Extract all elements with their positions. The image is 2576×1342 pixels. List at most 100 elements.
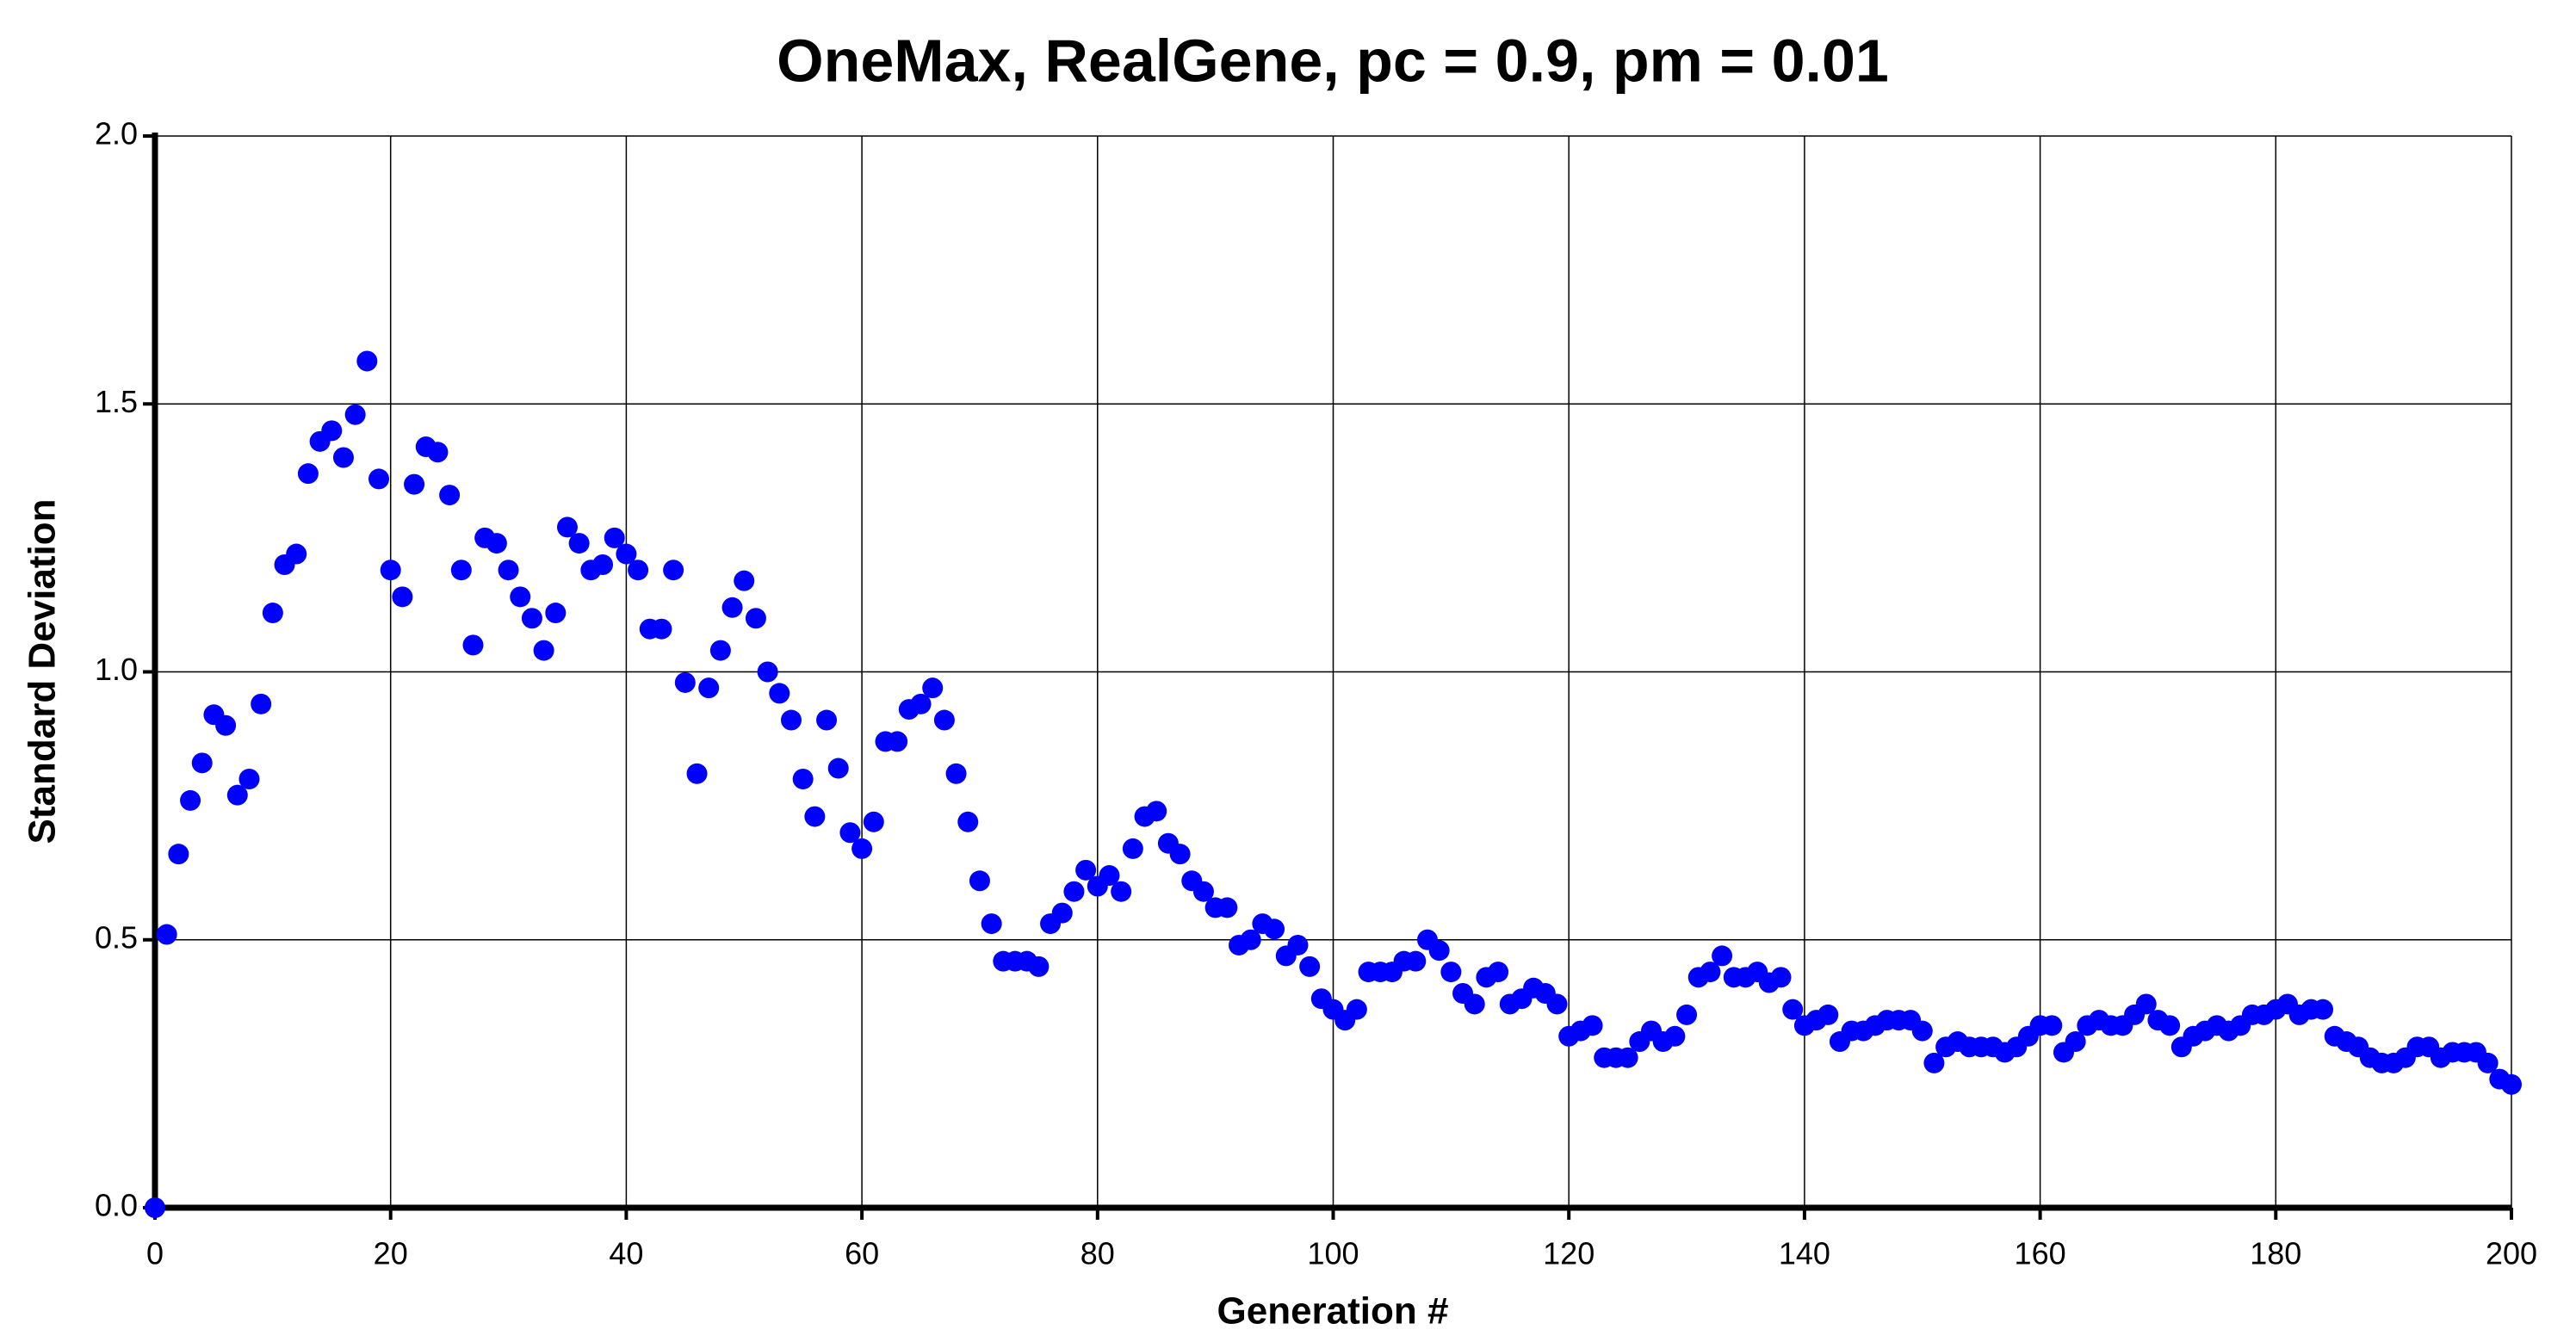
- x-tick-label: 200: [2486, 1236, 2537, 1271]
- point: [191, 752, 213, 774]
- point: [1464, 993, 1485, 1015]
- point: [2477, 1052, 2499, 1073]
- point: [698, 677, 720, 699]
- point: [981, 913, 1002, 935]
- point: [2041, 1015, 2063, 1036]
- point: [851, 838, 873, 859]
- point: [1617, 1047, 1638, 1068]
- point: [545, 603, 567, 624]
- point: [863, 811, 884, 832]
- point: [839, 822, 861, 844]
- point: [674, 671, 696, 693]
- point: [827, 758, 849, 779]
- point: [450, 560, 472, 581]
- point: [1075, 859, 1097, 881]
- point: [556, 516, 578, 538]
- y-tick-label: 1.5: [95, 384, 138, 419]
- chart-title: OneMax, RealGene, pc = 0.9, pm = 0.01: [777, 27, 1889, 94]
- point: [180, 789, 201, 811]
- point: [344, 404, 366, 425]
- point: [1099, 865, 1120, 887]
- point: [1782, 999, 1804, 1020]
- point: [628, 560, 649, 581]
- x-tick-label: 0: [146, 1236, 164, 1271]
- point: [804, 806, 826, 827]
- point: [1700, 962, 1721, 983]
- point: [1405, 950, 1427, 972]
- point: [1169, 844, 1191, 865]
- point: [922, 677, 944, 699]
- point: [1240, 929, 1261, 950]
- point: [238, 769, 260, 789]
- point: [1051, 902, 1073, 924]
- point: [969, 870, 990, 892]
- point: [663, 560, 684, 581]
- point: [1770, 967, 1792, 988]
- x-tick-label: 60: [845, 1236, 879, 1271]
- point: [910, 693, 932, 714]
- point: [498, 560, 519, 581]
- point: [945, 763, 967, 784]
- point: [734, 570, 755, 591]
- point: [2065, 1031, 2086, 1053]
- point: [1440, 962, 1462, 983]
- point: [1146, 801, 1167, 822]
- y-tick-label: 0.0: [95, 1188, 138, 1223]
- point: [297, 463, 319, 485]
- point: [380, 560, 401, 581]
- x-tick-label: 80: [1081, 1236, 1115, 1271]
- point: [286, 543, 307, 565]
- point: [1217, 897, 1238, 918]
- point: [780, 709, 802, 731]
- point: [1111, 881, 1132, 902]
- point: [1546, 993, 1568, 1015]
- point: [1582, 1015, 1603, 1036]
- x-tick-label: 140: [1779, 1236, 1830, 1271]
- point: [215, 714, 237, 736]
- point: [168, 844, 189, 865]
- y-tick-label: 0.5: [95, 919, 138, 955]
- point: [462, 634, 484, 656]
- point: [604, 527, 625, 548]
- point: [757, 661, 778, 683]
- point: [226, 784, 248, 806]
- point: [2159, 1015, 2181, 1036]
- point: [439, 485, 461, 506]
- point: [1299, 955, 1321, 977]
- y-tick-label: 2.0: [95, 116, 138, 152]
- point: [404, 473, 425, 495]
- point: [1264, 918, 1285, 940]
- point: [1712, 945, 1733, 967]
- point: [521, 608, 542, 629]
- point: [2135, 993, 2157, 1015]
- point: [592, 554, 614, 575]
- point: [1664, 1025, 1686, 1047]
- point: [1063, 881, 1085, 902]
- point: [709, 640, 731, 661]
- point: [321, 420, 343, 442]
- point: [1911, 1020, 1933, 1042]
- x-tick-label: 120: [1543, 1236, 1595, 1271]
- x-tick-label: 40: [609, 1236, 643, 1271]
- point: [156, 924, 177, 945]
- point: [392, 586, 413, 608]
- y-axis-label: Standard Deviation: [22, 499, 64, 844]
- point: [262, 603, 283, 624]
- x-tick-label: 160: [2015, 1236, 2066, 1271]
- x-tick-label: 100: [1307, 1236, 1359, 1271]
- point: [721, 597, 743, 618]
- point: [1488, 962, 1509, 983]
- point: [887, 731, 908, 752]
- point: [2313, 999, 2334, 1020]
- x-axis-label: Generation #: [1217, 1290, 1449, 1333]
- point: [356, 350, 378, 372]
- point: [2501, 1073, 2522, 1095]
- point: [616, 543, 637, 565]
- point: [816, 709, 838, 731]
- point: [792, 769, 814, 789]
- x-tick-label: 20: [374, 1236, 408, 1271]
- point: [1122, 838, 1143, 859]
- x-tick-label: 180: [2250, 1236, 2301, 1271]
- point: [368, 468, 390, 490]
- point: [1923, 1052, 1945, 1073]
